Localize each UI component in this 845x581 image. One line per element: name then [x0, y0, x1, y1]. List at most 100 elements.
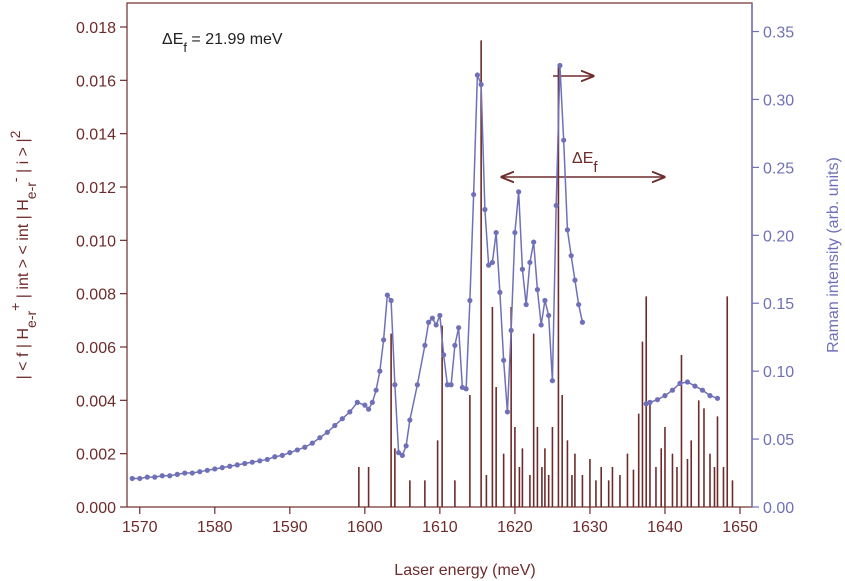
- y-tick-label: 0.016: [76, 73, 116, 90]
- raman-point: [444, 382, 450, 388]
- raman-point: [159, 473, 165, 479]
- x-tick-label: 1590: [272, 519, 308, 536]
- raman-point: [534, 287, 541, 293]
- y2-tick-label: 0.05: [763, 432, 794, 449]
- raman-point: [422, 342, 428, 348]
- y-tick-label: 0.000: [76, 500, 116, 517]
- raman-point: [463, 386, 469, 392]
- raman-point: [572, 277, 578, 283]
- raman-point: [317, 435, 323, 441]
- x-tick-label: 1610: [422, 519, 458, 536]
- raman-point: [403, 443, 409, 449]
- raman-point: [516, 189, 522, 195]
- raman-point: [189, 470, 195, 476]
- annotation: ΔEf = 21.99 meV: [162, 31, 283, 55]
- raman-point: [272, 454, 278, 460]
- raman-point: [324, 429, 330, 435]
- raman-point: [489, 259, 495, 266]
- raman-point: [714, 395, 721, 401]
- y2-tick-label: 0.10: [763, 364, 794, 381]
- raman-point: [399, 452, 405, 458]
- plot-frame: [126, 2, 753, 508]
- raman-point: [471, 191, 477, 198]
- raman-point: [365, 406, 372, 412]
- x-tick-label: 1580: [197, 519, 233, 536]
- raman-point: [654, 397, 661, 403]
- raman-point: [647, 399, 653, 405]
- x-axis-label: Laser energy (meV): [394, 562, 535, 579]
- raman-point: [369, 399, 375, 405]
- y-tick-label: 0.006: [76, 340, 116, 357]
- raman-point: [388, 297, 394, 304]
- raman-point: [152, 474, 158, 480]
- raman-point: [456, 325, 462, 331]
- raman-point: [467, 297, 473, 304]
- x-tick-label: 1620: [497, 519, 533, 536]
- raman-point: [549, 378, 556, 384]
- raman-point: [137, 475, 143, 482]
- raman-point: [677, 380, 683, 386]
- y2-tick-label: 0.35: [763, 25, 794, 42]
- raman-point: [309, 440, 315, 446]
- y-axis-label-part: e-r: [23, 182, 39, 199]
- raman-point: [407, 417, 413, 423]
- x-tick-label: 1630: [572, 519, 608, 536]
- raman-point: [167, 473, 173, 479]
- raman-point: [302, 444, 308, 450]
- y-axis-label: | < f | He-r+ | int > < int | He-r- | i …: [7, 130, 39, 379]
- y-tick-label: 0.014: [76, 127, 116, 144]
- raman-point: [561, 137, 567, 143]
- raman-point: [527, 259, 533, 266]
- raman-point: [523, 301, 529, 308]
- raman-point: [692, 383, 698, 389]
- raman-point: [441, 352, 447, 358]
- raman-point: [339, 416, 345, 422]
- raman-point: [519, 266, 526, 272]
- raman-point: [497, 289, 503, 295]
- raman-point: [227, 463, 233, 469]
- raman-point: [294, 447, 300, 453]
- y-axis-label-part: | i > |: [15, 138, 32, 177]
- raman-point: [373, 387, 379, 393]
- y2-tick-label: 0.20: [763, 228, 794, 245]
- raman-point: [384, 292, 390, 298]
- raman-point: [448, 382, 454, 388]
- raman-point: [684, 379, 691, 385]
- annotation: ΔEf: [572, 150, 598, 176]
- raman-point: [129, 475, 135, 482]
- raman-point: [486, 262, 492, 268]
- raman-point: [501, 357, 507, 363]
- raman-point: [482, 206, 488, 213]
- raman-point: [396, 450, 402, 456]
- raman-point: [669, 387, 676, 393]
- raman-point: [429, 315, 435, 321]
- raman-point: [347, 409, 353, 415]
- y-axis-label-part: | int > < int | H: [15, 199, 32, 302]
- raman-point: [568, 253, 574, 259]
- raman-point: [197, 469, 203, 475]
- y2-tick-label: 0.15: [763, 296, 794, 313]
- x-tick-label: 1640: [647, 519, 683, 536]
- raman-point: [182, 470, 188, 476]
- raman-point: [433, 322, 439, 328]
- x-tick-label: 1570: [122, 519, 158, 536]
- raman-line: [132, 65, 718, 480]
- raman-point: [538, 322, 544, 328]
- raman-point: [474, 72, 480, 78]
- raman-point: [219, 465, 225, 471]
- raman-point: [579, 319, 586, 325]
- raman-point: [212, 466, 218, 472]
- raman-point: [478, 81, 484, 88]
- raman-point: [332, 422, 338, 429]
- raman-point: [204, 467, 210, 473]
- y-axis-label-part: | < f | H: [15, 328, 32, 379]
- x-tick-label: 1650: [722, 519, 758, 536]
- raman-point: [553, 202, 559, 209]
- y2-tick-label: 0.25: [763, 160, 794, 177]
- raman-point: [564, 227, 571, 233]
- raman-point: [426, 319, 432, 325]
- raman-point: [699, 387, 706, 393]
- raman-point: [257, 458, 263, 464]
- raman-point: [576, 301, 582, 308]
